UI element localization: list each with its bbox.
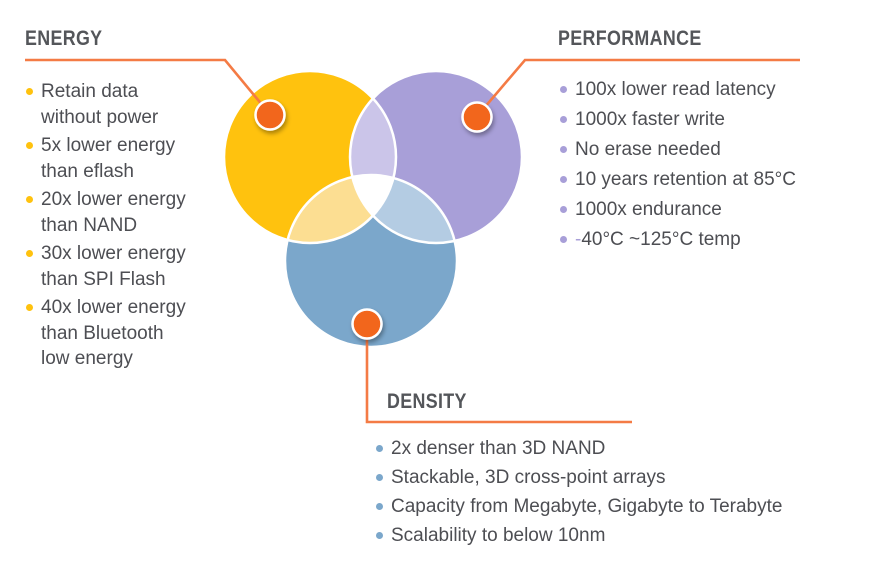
density-connector-line bbox=[365, 324, 632, 424]
energy-list: Retain data without power 5x lower energy t… bbox=[25, 79, 240, 375]
energy-connector-line bbox=[25, 58, 270, 113]
list-item: Retain data without power bbox=[25, 79, 240, 130]
list-item: 10 years retention at 85°C bbox=[559, 165, 839, 195]
list-item: -40°C ~125°C temp bbox=[559, 225, 839, 255]
performance-connector-line bbox=[478, 58, 800, 115]
list-item: 30x lower energy than SPI Flash bbox=[25, 241, 240, 292]
list-item: Scalability to below 10nm bbox=[375, 521, 865, 550]
density-list: 2x denser than 3D NAND Stackable, 3D cros… bbox=[375, 434, 865, 550]
list-item: 20x lower energy than NAND bbox=[25, 187, 240, 238]
list-item: 40x lower energy than Bluetooth low energy bbox=[25, 295, 240, 372]
energy-circle-outline bbox=[222, 69, 398, 245]
density-marker-dot bbox=[351, 308, 383, 340]
performance-heading: PERFORMANCE bbox=[558, 27, 702, 50]
overlap-performance-density bbox=[350, 175, 457, 243]
list-item: 2x denser than 3D NAND bbox=[375, 434, 865, 463]
list-item: Stackable, 3D cross-point arrays bbox=[375, 463, 865, 492]
list-item: No erase needed bbox=[559, 135, 839, 165]
accent-prefix: - bbox=[575, 229, 582, 250]
performance-circle-outline bbox=[348, 69, 524, 245]
density-heading: DENSITY bbox=[387, 390, 467, 413]
list-item: 1000x endurance bbox=[559, 195, 839, 225]
performance-marker-dot bbox=[461, 101, 493, 133]
energy-heading: ENERGY bbox=[25, 27, 103, 50]
list-item: 5x lower energy than eflash bbox=[25, 133, 240, 184]
list-item: Capacity from Megabyte, Gigabyte to Tera… bbox=[375, 492, 865, 521]
density-circle-outline bbox=[283, 173, 459, 349]
overlap-energy-density bbox=[285, 175, 396, 243]
performance-list: 100x lower read latency 1000x faster writ… bbox=[559, 75, 839, 255]
list-item: 100x lower read latency bbox=[559, 75, 839, 105]
energy-marker-dot bbox=[254, 99, 286, 131]
list-item: 1000x faster write bbox=[559, 105, 839, 135]
